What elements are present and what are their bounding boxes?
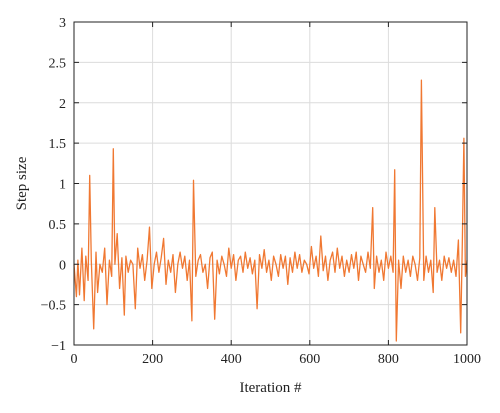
ticks: 0 200 400 600 800 1000 −1 −0.5 0 0.5 1 1.5 2 2.5 3 bbox=[41, 16, 481, 367]
x-tick-label: 400 bbox=[221, 352, 242, 367]
y-tick-label: 2.5 bbox=[49, 56, 67, 71]
series-line bbox=[73, 79, 468, 342]
grid bbox=[74, 22, 467, 345]
y-tick-label: 0.5 bbox=[49, 218, 67, 233]
y-tick-label: 1.5 bbox=[49, 137, 67, 152]
y-tick-label: 1 bbox=[59, 178, 66, 193]
y-tick-label: −1 bbox=[51, 339, 66, 354]
y-tick-label: 2 bbox=[59, 97, 66, 112]
x-axis-label: Iteration # bbox=[239, 380, 302, 396]
x-tick-label: 1000 bbox=[453, 352, 481, 367]
y-tick-label: 3 bbox=[59, 16, 66, 31]
x-tick-label: 0 bbox=[71, 352, 78, 367]
x-tick-label: 200 bbox=[142, 352, 163, 367]
x-tick-label: 600 bbox=[299, 352, 320, 367]
y-axis-label: Step size bbox=[14, 156, 30, 210]
plot-area bbox=[73, 79, 468, 342]
y-tick-label: 0 bbox=[59, 258, 66, 273]
x-tick-label: 800 bbox=[378, 352, 399, 367]
y-tick-label: −0.5 bbox=[41, 299, 66, 314]
